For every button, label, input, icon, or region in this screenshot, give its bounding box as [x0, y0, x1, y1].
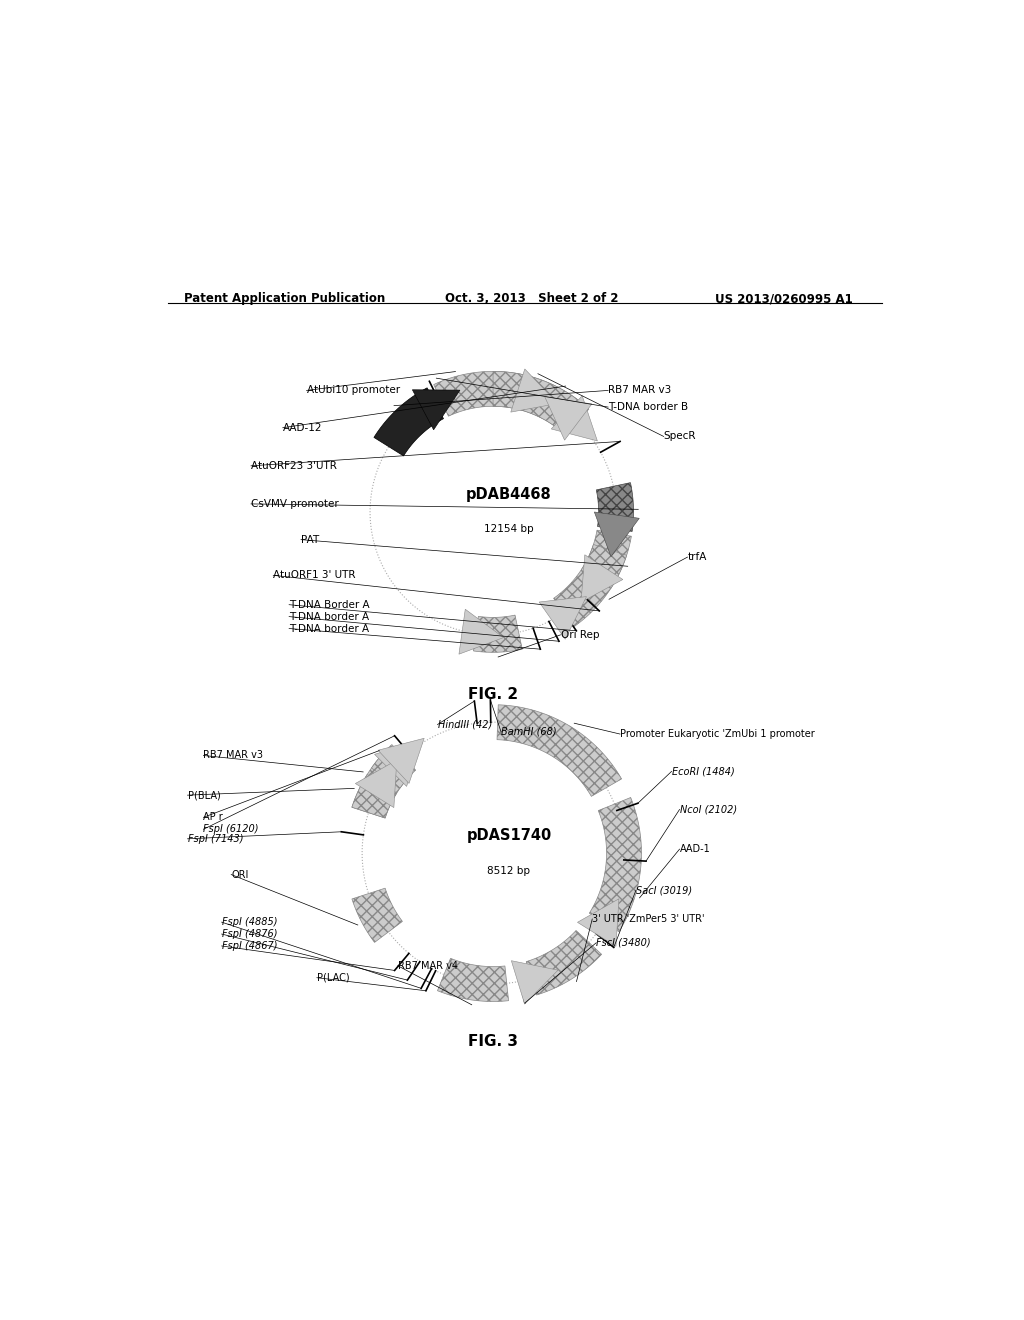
Text: T-DNA border A: T-DNA border A [289, 623, 370, 634]
Text: FIG. 3: FIG. 3 [468, 1034, 518, 1048]
Text: SacI (3019): SacI (3019) [636, 886, 692, 895]
Text: P(LAC): P(LAC) [316, 973, 349, 982]
Polygon shape [511, 961, 558, 1005]
Polygon shape [596, 483, 634, 532]
Polygon shape [554, 544, 627, 627]
Text: EcoRI (1484): EcoRI (1484) [672, 767, 734, 776]
Polygon shape [589, 797, 641, 932]
Polygon shape [352, 748, 413, 818]
Text: FIG. 2: FIG. 2 [468, 686, 518, 702]
Text: AP r: AP r [204, 812, 223, 822]
Polygon shape [413, 389, 460, 430]
Polygon shape [578, 899, 618, 946]
Polygon shape [511, 370, 558, 412]
Polygon shape [473, 615, 522, 652]
Polygon shape [437, 958, 509, 1002]
Text: 8512 bp: 8512 bp [487, 866, 530, 875]
Polygon shape [497, 705, 622, 796]
Text: BamHI (68): BamHI (68) [501, 727, 557, 737]
Polygon shape [378, 738, 424, 784]
Polygon shape [594, 512, 639, 557]
Text: pDAS1740: pDAS1740 [466, 828, 552, 843]
Polygon shape [372, 744, 416, 788]
Text: FscI (3480): FscI (3480) [596, 937, 651, 948]
Polygon shape [540, 597, 587, 639]
Text: AtuORF1 3' UTR: AtuORF1 3' UTR [273, 570, 355, 581]
Text: SpecR: SpecR [664, 432, 696, 441]
Text: FspI (7143): FspI (7143) [187, 834, 243, 843]
Text: FspI (6120): FspI (6120) [204, 824, 259, 834]
Text: pDAB4468: pDAB4468 [466, 487, 552, 502]
Text: T-DNA Border A: T-DNA Border A [289, 599, 370, 610]
Text: RB7 MAR v3: RB7 MAR v3 [204, 751, 263, 760]
Text: Patent Application Publication: Patent Application Publication [183, 292, 385, 305]
Text: US 2013/0260995 A1: US 2013/0260995 A1 [715, 292, 853, 305]
Polygon shape [581, 554, 623, 602]
Text: AtUbi10 promoter: AtUbi10 promoter [306, 385, 399, 396]
Text: FspI (4876): FspI (4876) [221, 929, 278, 939]
Text: NcoI (2102): NcoI (2102) [680, 804, 736, 814]
Text: FspI (4867): FspI (4867) [221, 941, 278, 950]
Text: AAD-1: AAD-1 [680, 843, 711, 854]
Text: P(BLA): P(BLA) [187, 791, 220, 800]
Text: PAT: PAT [301, 535, 319, 545]
Polygon shape [434, 371, 537, 416]
Text: trfA: trfA [687, 552, 707, 562]
Polygon shape [355, 760, 397, 808]
Polygon shape [352, 888, 402, 942]
Polygon shape [545, 397, 592, 440]
Text: RB7 MAR v4: RB7 MAR v4 [397, 961, 458, 970]
Polygon shape [551, 396, 597, 441]
Text: 12154 bp: 12154 bp [484, 524, 534, 535]
Polygon shape [352, 775, 397, 818]
Text: ORI: ORI [231, 870, 249, 879]
Text: RB7 MAR v3: RB7 MAR v3 [608, 385, 672, 396]
Polygon shape [374, 388, 443, 455]
Text: 3' UTR 'ZmPer5 3' UTR': 3' UTR 'ZmPer5 3' UTR' [592, 913, 705, 924]
Polygon shape [525, 379, 589, 434]
Polygon shape [494, 371, 578, 428]
Text: HindIII (42): HindIII (42) [437, 719, 492, 730]
Text: FspI (4885): FspI (4885) [221, 917, 278, 927]
Text: T-DNA border A: T-DNA border A [289, 611, 370, 622]
Polygon shape [459, 610, 504, 655]
Text: Promoter Eukaryotic 'ZmUbi 1 promoter: Promoter Eukaryotic 'ZmUbi 1 promoter [620, 729, 815, 739]
Text: Ori Rep: Ori Rep [560, 630, 599, 640]
Text: AAD-12: AAD-12 [283, 422, 323, 433]
Text: CsVMV promoter: CsVMV promoter [251, 499, 339, 510]
Text: T-DNA border B: T-DNA border B [608, 403, 688, 412]
Text: AtuORF23 3'UTR: AtuORF23 3'UTR [251, 461, 337, 471]
Text: Oct. 3, 2013   Sheet 2 of 2: Oct. 3, 2013 Sheet 2 of 2 [445, 292, 618, 305]
Polygon shape [526, 931, 601, 995]
Polygon shape [375, 741, 420, 787]
Polygon shape [582, 531, 632, 589]
